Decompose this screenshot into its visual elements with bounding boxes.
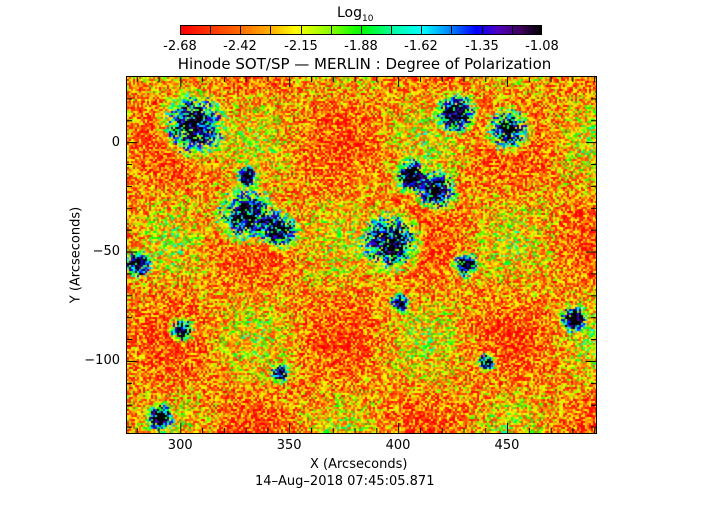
colorbar-tick	[511, 26, 513, 34]
colorbar-tick-label: -1.62	[404, 39, 438, 54]
colorbar-tick-label: -2.42	[223, 39, 257, 54]
colorbar-tick	[270, 26, 272, 34]
colorbar-tick	[481, 26, 483, 34]
plot-area	[126, 76, 597, 434]
y-tick-label: 0	[111, 134, 120, 150]
y-axis-label: Y (Arcseconds)	[68, 206, 84, 304]
colorbar-tick-label: -1.08	[525, 39, 559, 54]
colorbar-label: Log10	[337, 5, 373, 24]
colorbar-tick-label: -2.15	[284, 39, 318, 54]
polarization-map	[127, 77, 596, 433]
colorbar-tick	[210, 26, 212, 34]
colorbar-tick	[421, 26, 423, 34]
colorbar-tick	[240, 26, 242, 34]
x-tick-label: 450	[494, 438, 520, 453]
colorbar-tick	[391, 26, 393, 34]
y-tick-label: −50	[92, 244, 120, 260]
axis-ticks	[127, 77, 596, 433]
x-tick-label: 350	[276, 438, 302, 453]
colorbar-tick	[300, 26, 302, 34]
colorbar-label-sub: 10	[362, 13, 374, 24]
y-tick-label: −100	[84, 353, 120, 369]
chart-title: Hinode SOT/SP — MERLIN : Degree of Polar…	[177, 55, 552, 73]
colorbar-tick	[330, 26, 332, 34]
colorbar-tick-label: -1.35	[465, 39, 499, 54]
colorbar-tick	[451, 26, 453, 34]
colorbar-tick	[360, 26, 362, 34]
x-tick-label: 400	[385, 438, 411, 453]
colorbar-tick-label: -2.68	[163, 39, 197, 54]
colorbar-label-text: Log	[337, 5, 363, 21]
x-tick-label: 300	[167, 438, 193, 453]
colorbar-tick-label: -1.88	[344, 39, 378, 54]
x-axis-label: X (Arcseconds)	[310, 457, 408, 472]
timestamp: 14–Aug–2018 07:45:05.871	[255, 474, 435, 489]
